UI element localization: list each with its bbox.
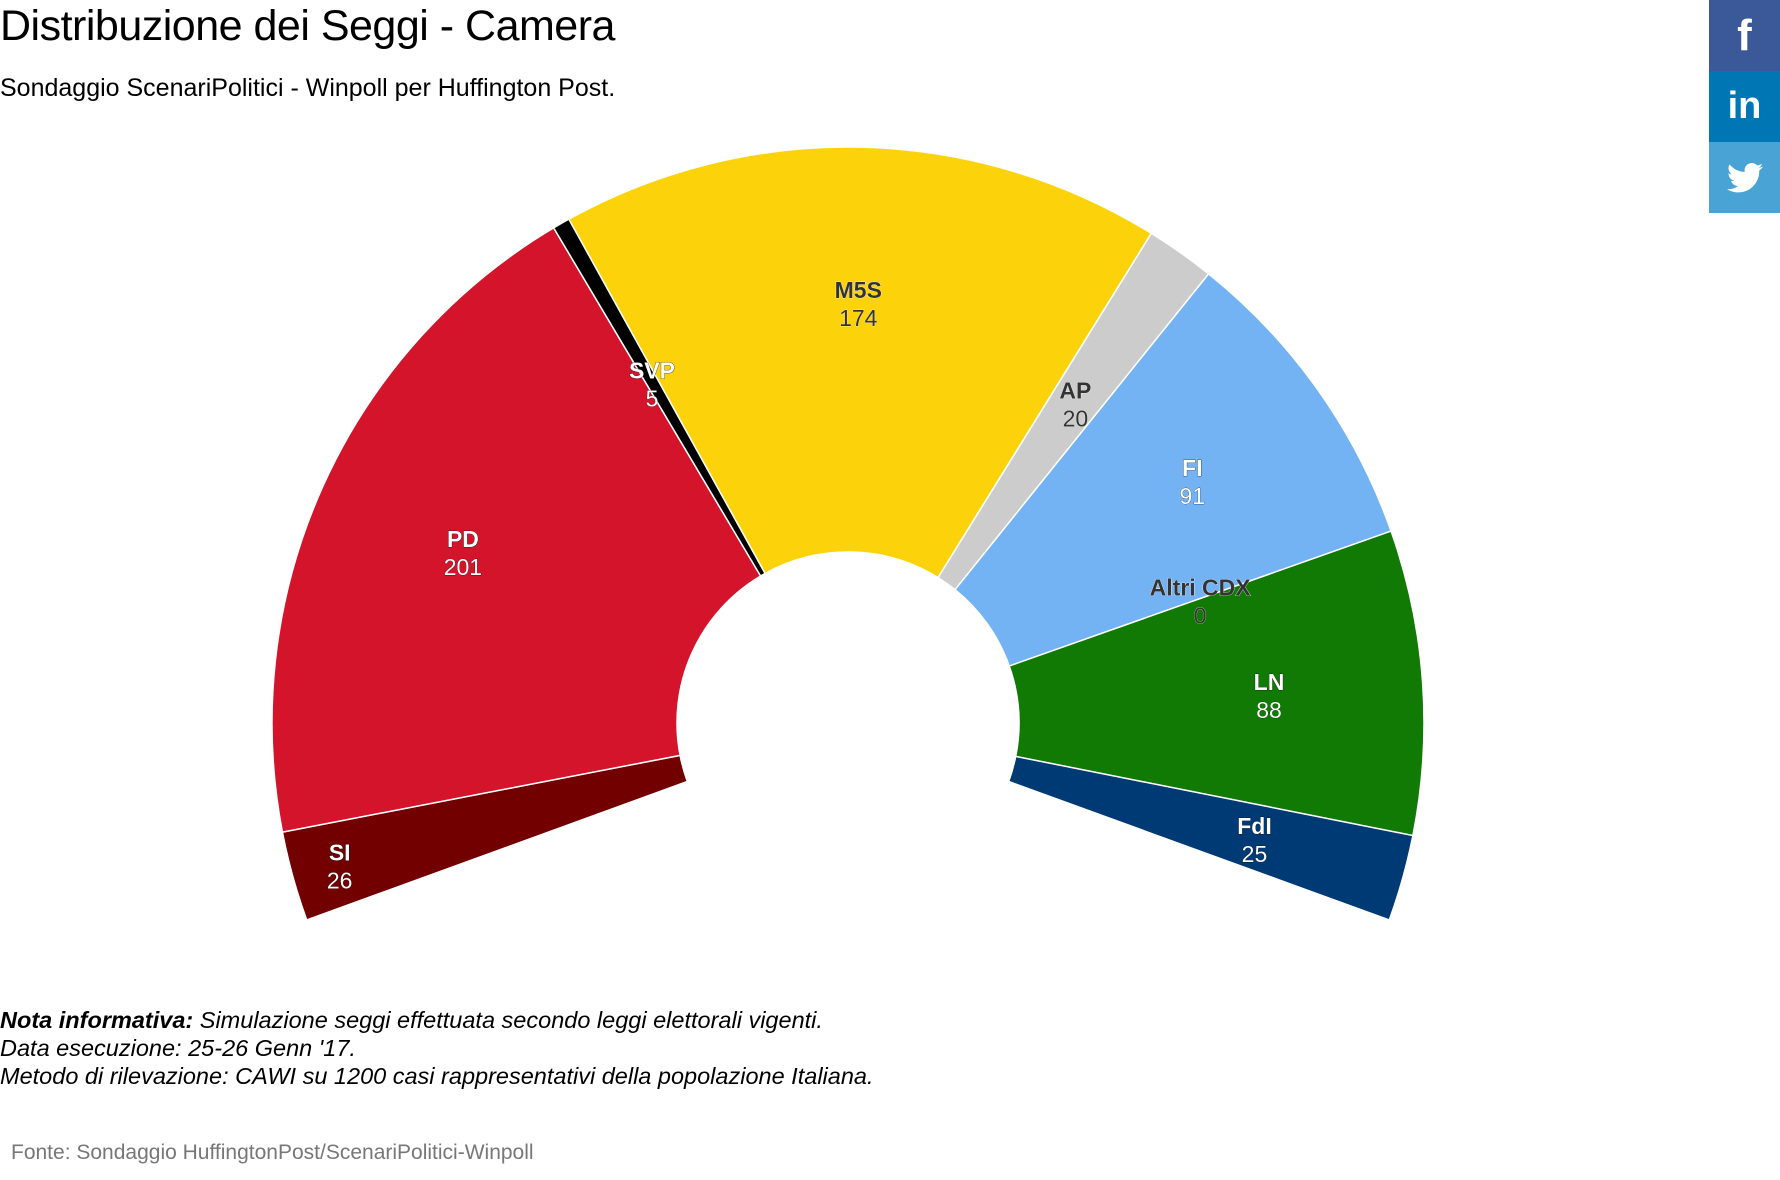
twitter-share-button[interactable]: [1709, 142, 1780, 213]
label-name-ap: AP: [1059, 378, 1091, 404]
label-value-m5s: 174: [839, 305, 878, 331]
segment-ln[interactable]: [1008, 530, 1425, 837]
twitter-icon: [1726, 162, 1763, 192]
label-name-pd: PD: [447, 526, 479, 552]
label-name-fi: FI: [1182, 455, 1202, 481]
label-value-fdi: 25: [1242, 841, 1268, 867]
label-name-altri-cdx: Altri CDX: [1150, 575, 1252, 601]
label-value-si: 26: [327, 868, 353, 894]
label-name-m5s: M5S: [835, 277, 882, 303]
label-name-ln: LN: [1254, 669, 1285, 695]
notes-label: Nota informativa:: [0, 1007, 194, 1033]
segment-fdi[interactable]: [1007, 755, 1414, 921]
share-bar: f in: [1709, 0, 1780, 213]
segment-fi[interactable]: [954, 272, 1393, 667]
chart-title: Distribuzione dei Seggi - Camera: [0, 2, 615, 50]
label-value-altri-cdx: 0: [1194, 603, 1207, 629]
label-name-fdi: FdI: [1237, 813, 1272, 839]
notes-text-1: Simulazione seggi effettuata secondo leg…: [193, 1007, 823, 1033]
label-name-si: SI: [329, 840, 351, 866]
linkedin-icon: in: [1727, 85, 1762, 127]
label-value-pd: 201: [444, 554, 482, 580]
label-value-ap: 20: [1063, 406, 1089, 432]
chart-subtitle: Sondaggio ScenariPolitici - Winpoll per …: [0, 74, 616, 102]
facebook-share-button[interactable]: f: [1709, 0, 1780, 71]
notes-line-2: Data esecuzione: 25-26 Genn '17.: [0, 1035, 356, 1061]
source-credit: Fonte: Sondaggio HuffingtonPost/ScenariP…: [11, 1141, 534, 1164]
label-value-fi: 91: [1179, 483, 1205, 509]
facebook-icon: f: [1737, 10, 1752, 60]
label-value-svp: 5: [646, 386, 659, 412]
label-name-svp: SVP: [629, 358, 675, 384]
notes-line-3: Metodo di rilevazione: CAWI su 1200 casi…: [0, 1063, 874, 1089]
notes-line-1: Nota informativa: Simulazione seggi effe…: [0, 1006, 874, 1034]
linkedin-share-button[interactable]: in: [1709, 71, 1780, 142]
segment-pd[interactable]: [271, 226, 762, 834]
segment-m5s[interactable]: [567, 146, 1153, 579]
notes-block: Nota informativa: Simulazione seggi effe…: [0, 1006, 874, 1090]
label-value-ln: 88: [1256, 697, 1282, 723]
